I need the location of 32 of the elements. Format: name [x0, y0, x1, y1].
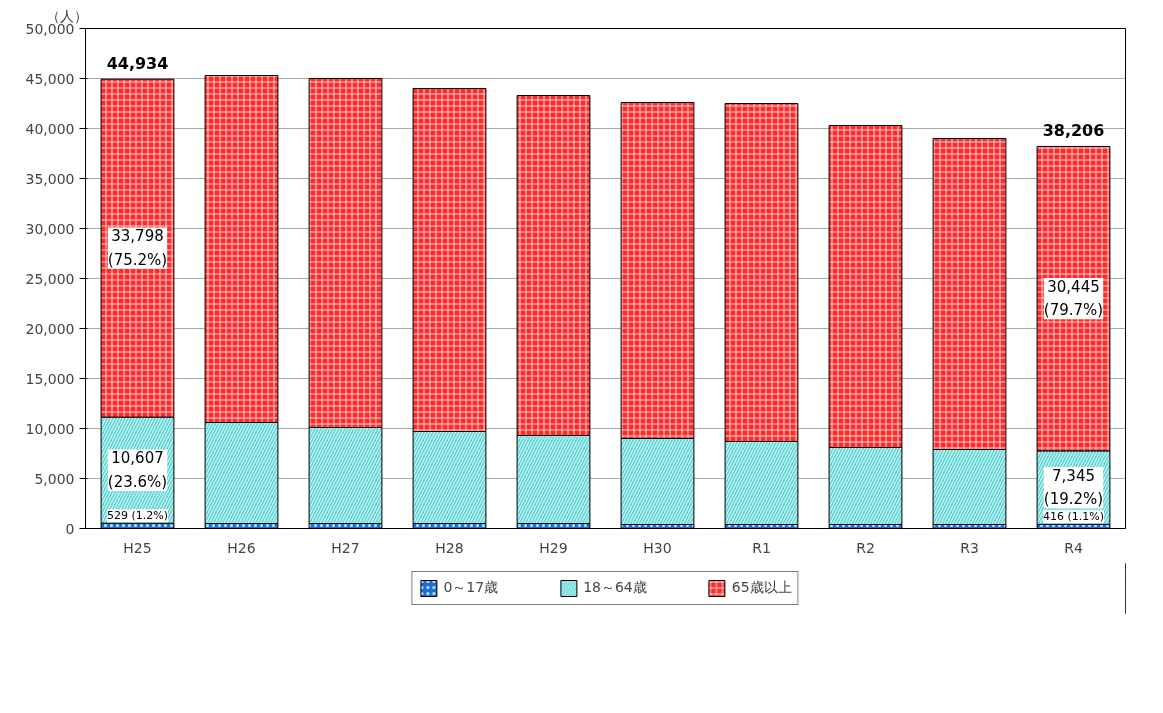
- y-tick-label: 5,000: [34, 470, 75, 487]
- y-tick-label: 15,000: [25, 370, 75, 387]
- total-label: 38,206: [1042, 121, 1105, 141]
- x-tick-label: H25: [123, 539, 152, 556]
- data-label: 33,798 (75.2%): [107, 227, 168, 269]
- y-tick-label: 40,000: [25, 120, 75, 137]
- data-label: 529 (1.2%): [106, 509, 169, 523]
- legend-label: 18～64歳: [583, 579, 647, 597]
- x-tick-label: H29: [539, 539, 568, 556]
- legend-label: 65歳以上: [731, 579, 792, 597]
- x-tick-label: R2: [856, 539, 875, 556]
- x-tick-label: R4: [1064, 539, 1083, 556]
- x-tick-label: R1: [752, 539, 771, 556]
- y-axis-title: （人）: [45, 7, 88, 24]
- legend-label: 0～17歳: [443, 579, 499, 597]
- data-label: 10,607 (23.6%): [107, 449, 168, 491]
- total-label: 44,934: [106, 54, 169, 74]
- y-tick-label: 45,000: [25, 70, 75, 87]
- x-tick-label: H27: [331, 539, 360, 556]
- y-tick-label: 30,000: [25, 220, 75, 237]
- y-tick-label: 25,000: [25, 270, 75, 287]
- x-tick-label: H30: [643, 539, 672, 556]
- y-tick-label: 20,000: [25, 320, 75, 337]
- data-label: 30,445 (79.7%): [1043, 277, 1104, 320]
- data-label: 7,345 (19.2%): [1043, 466, 1104, 509]
- y-tick-label: 0: [65, 520, 75, 537]
- y-tick-label: 10,000: [25, 420, 75, 437]
- data-label: 416 (1.1%): [1042, 510, 1105, 524]
- x-tick-label: R3: [960, 539, 979, 556]
- x-tick-label: H26: [227, 539, 256, 556]
- y-tick-label: 35,000: [25, 170, 75, 187]
- x-tick-label: H28: [435, 539, 464, 556]
